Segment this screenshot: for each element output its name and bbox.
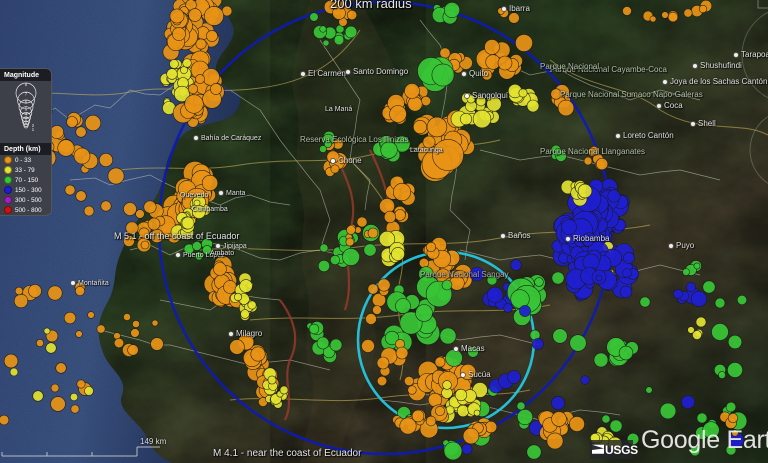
svg-text:149 km: 149 km <box>140 437 167 446</box>
svg-text:1: 1 <box>32 127 35 132</box>
svg-text:2: 2 <box>25 120 28 125</box>
